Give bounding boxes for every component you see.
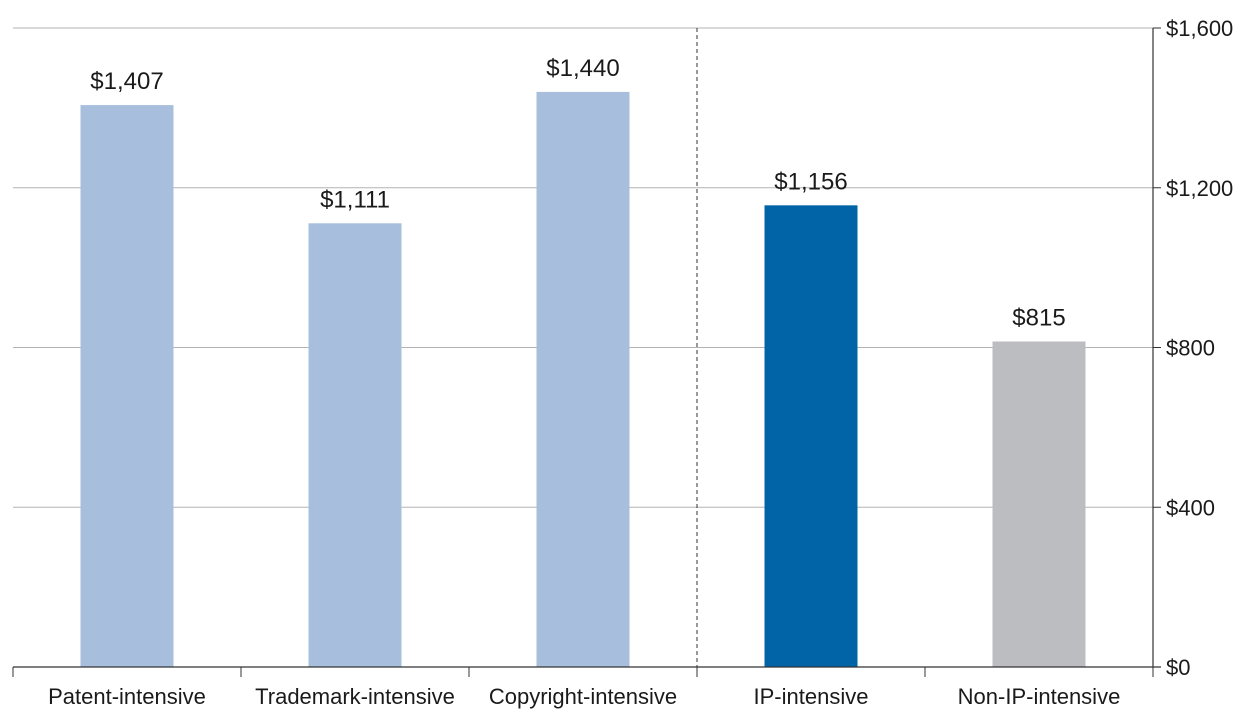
y-tick-label: $800: [1166, 336, 1215, 361]
category-label: Patent-intensive: [48, 684, 206, 709]
bar: [992, 341, 1086, 667]
category-label: IP-intensive: [754, 684, 869, 709]
data-label: $1,407: [90, 68, 163, 95]
bar: [764, 205, 858, 667]
axes: [12, 27, 1161, 677]
data-label: $1,156: [774, 168, 847, 195]
data-label: $1,111: [320, 186, 390, 213]
category-label: Trademark-intensive: [255, 684, 455, 709]
bar: [80, 105, 174, 668]
category-label: Non-IP-intensive: [958, 684, 1121, 709]
y-tick-label: $0: [1166, 655, 1190, 680]
y-tick-label: $1,600: [1166, 16, 1233, 41]
data-label: $815: [1012, 305, 1065, 332]
bar: [308, 223, 402, 667]
bar: [536, 91, 630, 667]
bars: [80, 91, 1086, 668]
data-label: $1,440: [546, 55, 619, 82]
labels: $0 $400 $800 $1,200 $1,600 $1,407 Patent-inten…: [48, 16, 1233, 709]
y-tick-label: $400: [1166, 495, 1215, 520]
category-label: Copyright-intensive: [489, 684, 677, 709]
y-tick-label: $1,200: [1166, 176, 1233, 201]
